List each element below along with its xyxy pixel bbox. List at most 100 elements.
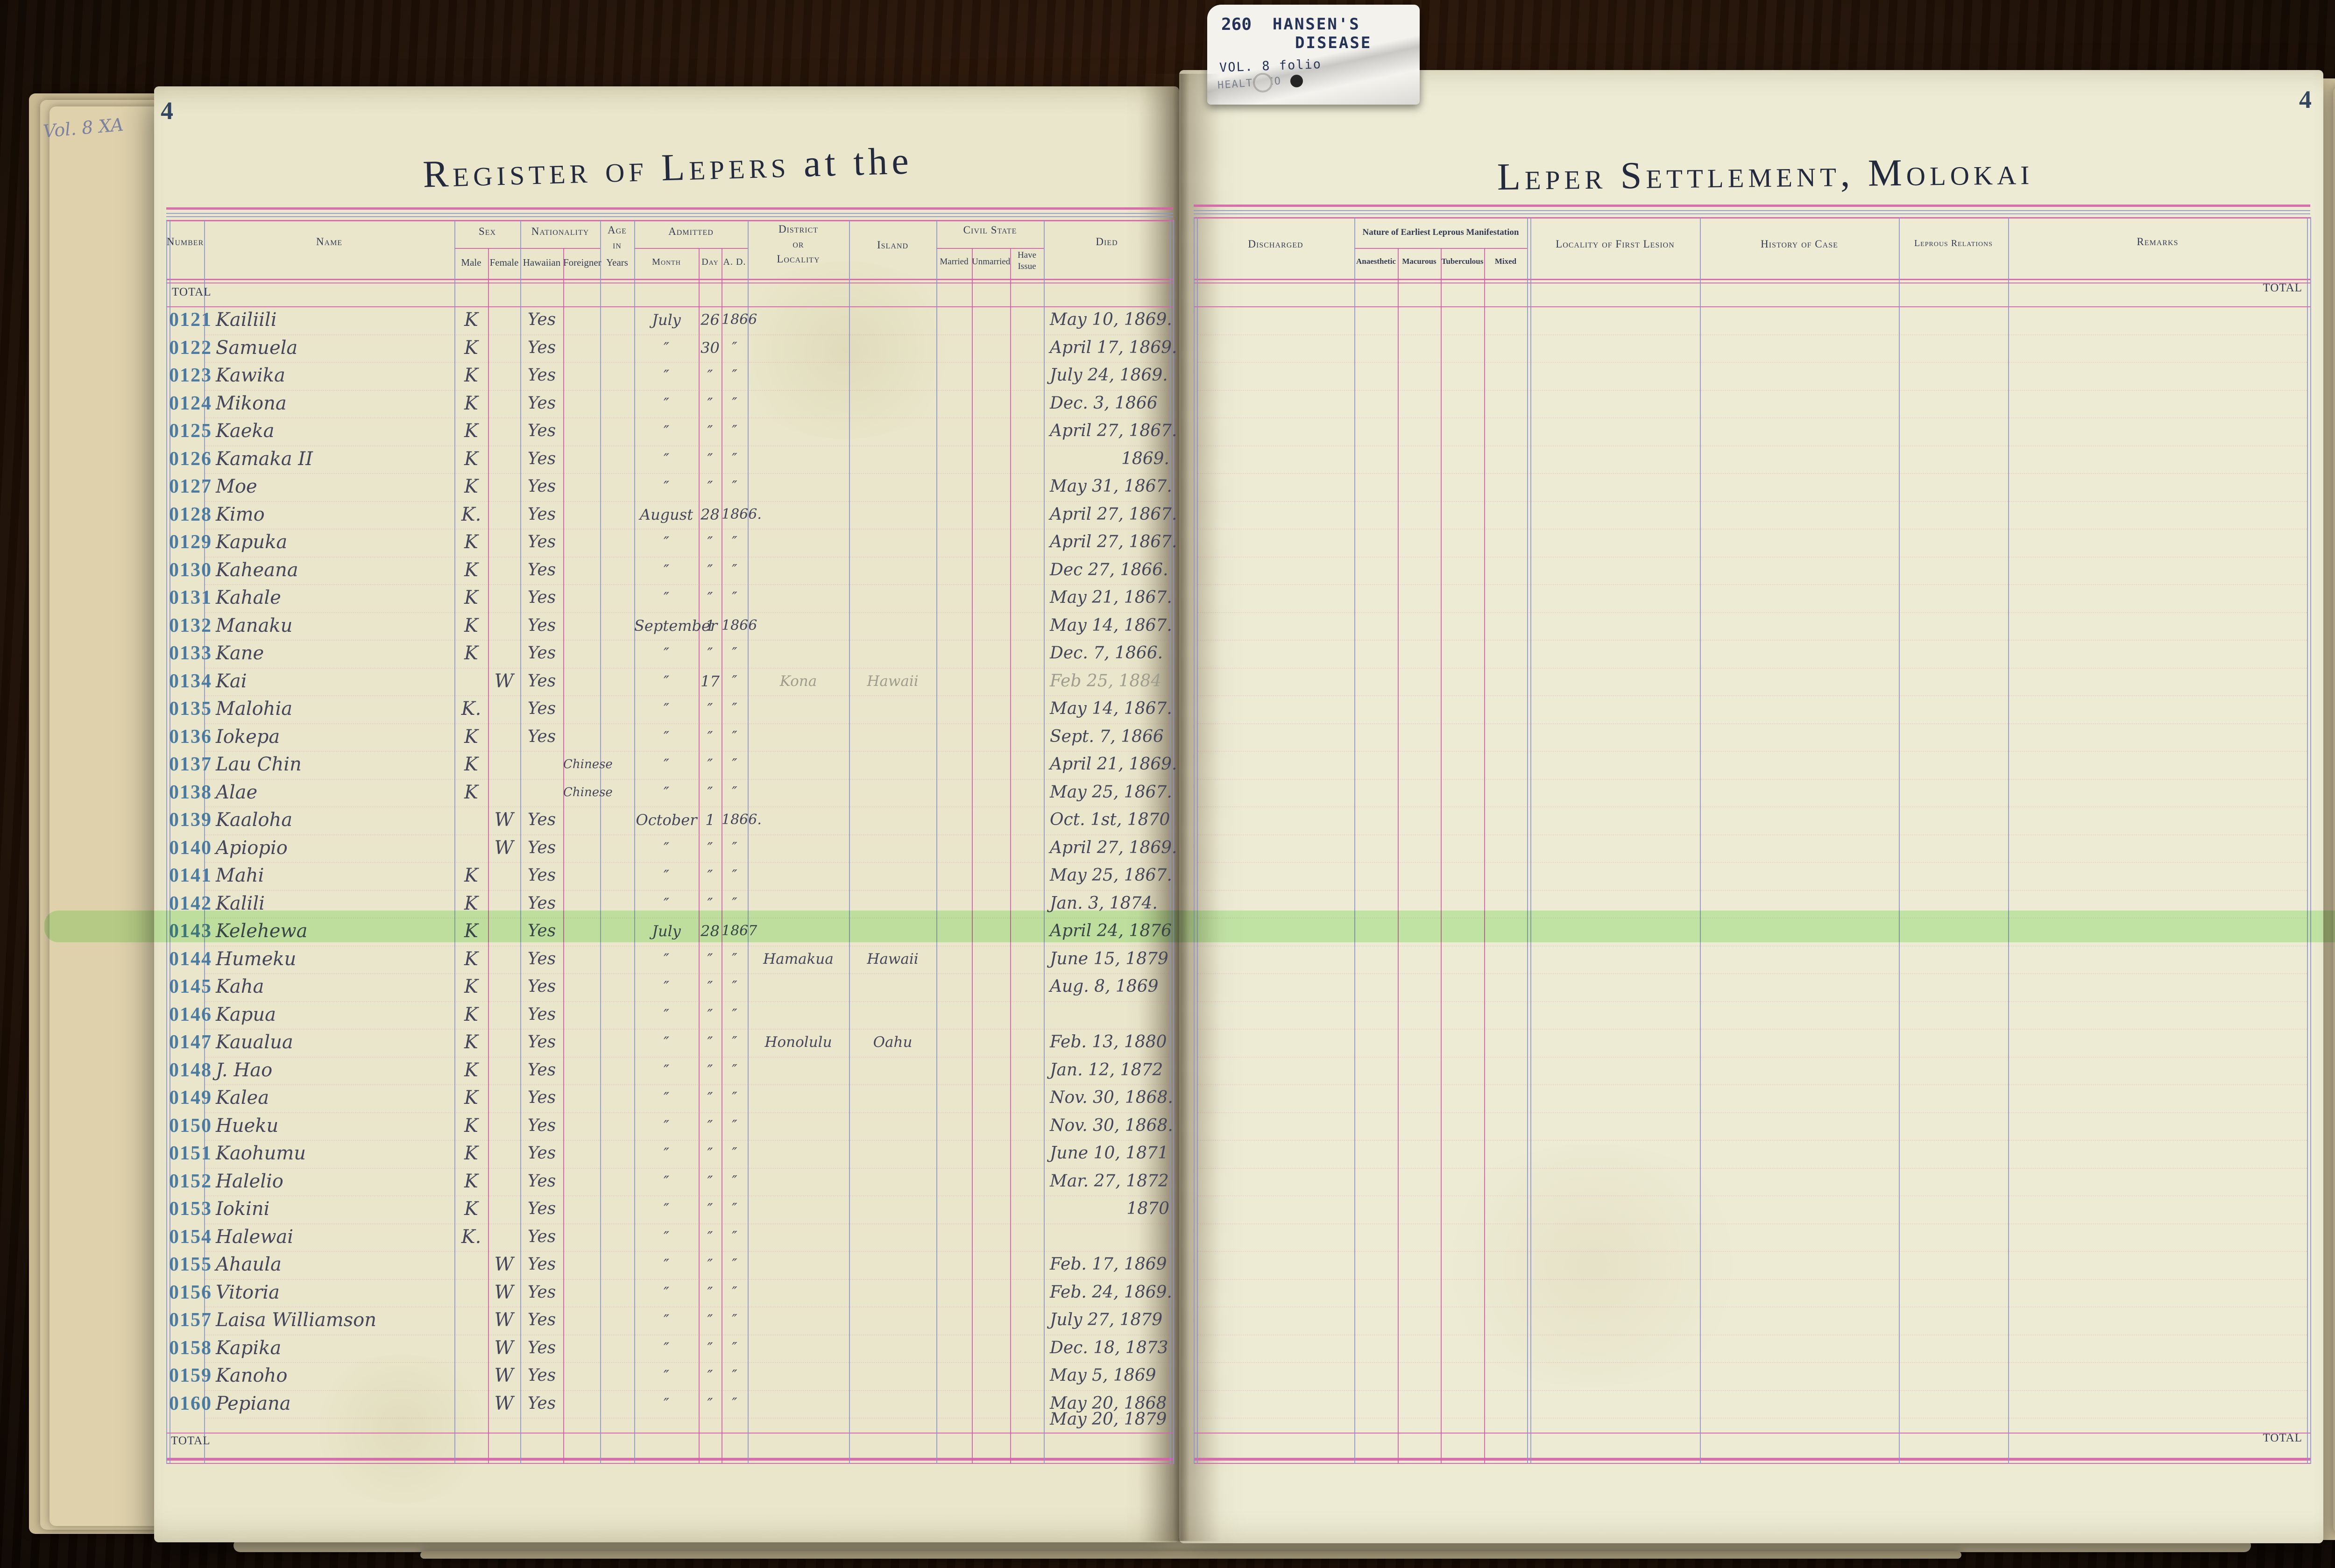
row-died-date: 1869.: [1121, 449, 1169, 468]
row-admitted-year: ″: [732, 1201, 737, 1217]
row-admitted-month: ″: [664, 533, 669, 551]
row-died-date: May 31, 1867.: [1050, 477, 1172, 496]
row-admitted-month: ″: [664, 1367, 669, 1384]
row-died-date: Jan. 3, 1874.: [1050, 893, 1158, 913]
row-nationality-hawaiian: Yes: [527, 1144, 556, 1163]
row-nationality-hawaiian: Yes: [527, 1255, 556, 1274]
row-nationality-foreigner: Chinese: [563, 785, 613, 799]
row-number: 0137: [169, 754, 212, 775]
row-guide-line: [204, 695, 1170, 696]
rule-line: [166, 216, 1173, 217]
row-died-date: April 27, 1869.: [1050, 838, 1177, 857]
col-cs-have: Have: [1017, 250, 1037, 260]
row-nationality-hawaiian: Yes: [527, 1282, 556, 1302]
tab-subject-line1: HANSEN'S: [1273, 15, 1360, 34]
rule-line: [454, 220, 455, 1464]
row-guide-line: [1197, 695, 2307, 696]
rule-line: [1010, 248, 1011, 1464]
row-nationality-hawaiian: Yes: [527, 1171, 556, 1191]
row-guide-line: [204, 501, 1170, 502]
row-guide-line: [204, 1223, 1170, 1224]
rule-line: [1194, 306, 2310, 307]
row-island: Hawaii: [867, 950, 919, 968]
row-number: 0129: [169, 531, 212, 553]
rule-line: [454, 248, 600, 249]
row-sex-male-mark: K: [464, 976, 478, 997]
row-island: Oahu: [873, 1034, 913, 1051]
row-admitted-year: 1866.: [722, 506, 762, 523]
col-cs-unmarried: Unmarried: [972, 257, 1011, 267]
row-name: Halelio: [216, 1170, 283, 1192]
right-total-top: TOTAL: [2263, 282, 2302, 294]
row-guide-line: [1197, 334, 2307, 335]
register-row-0160: 0160 Pepiana W Yes ″ ″ ″ May 20, 1868: [0, 1390, 2335, 1418]
row-sex-male-mark: K: [464, 559, 478, 581]
rule-line: [2008, 217, 2009, 1464]
row-sex-female-mark: W: [494, 1392, 514, 1414]
row-guide-line: [1197, 529, 2307, 530]
row-island: Hawaii: [867, 672, 919, 690]
rule-line: [2310, 217, 2311, 1464]
row-sex-female-mark: W: [494, 1254, 514, 1275]
row-admitted-month: ″: [664, 1005, 669, 1024]
register-row-0138: 0138 Alae K Chinese ″ ″ ″ May 25, 1867.: [0, 779, 2335, 807]
row-guide-line: [1197, 1001, 2307, 1002]
rule-line: [1170, 220, 1171, 1464]
row-name: Humeku: [216, 948, 297, 970]
col-history-of-case: History of Case: [1761, 238, 1838, 250]
row-number: 0125: [169, 420, 212, 442]
row-guide-line: [204, 1195, 1170, 1196]
register-row-0149: 0149 Kalea K Yes ″ ″ ″ Nov. 30, 1868.: [0, 1084, 2335, 1112]
row-admitted-year: ″: [732, 395, 737, 411]
row-name: Alae: [216, 781, 258, 803]
row-sex-male-mark: K: [464, 1087, 478, 1109]
row-sex-male-mark: K: [464, 531, 478, 553]
row-died-date: 1870: [1126, 1199, 1169, 1218]
row-admitted-day: ″: [707, 394, 713, 412]
row-name: Kai: [216, 670, 247, 692]
row-admitted-month: ″: [664, 394, 669, 412]
row-died-date: Feb. 17, 1869: [1050, 1255, 1167, 1274]
row-number: 0136: [169, 726, 212, 748]
row-guide-line: [1197, 501, 2307, 502]
row-guide-line: [204, 723, 1170, 724]
register-row-0152: 0152 Halelio K Yes ″ ″ ″ Mar. 27, 1872: [0, 1168, 2335, 1196]
register-row-0140: 0140 Apiopio W Yes ″ ″ ″ April 27, 1869.: [0, 834, 2335, 862]
row-sex-female-mark: W: [494, 1281, 514, 1303]
col-m-macurous: Macurous: [1402, 257, 1436, 266]
row-admitted-year: ″: [732, 1339, 737, 1356]
row-admitted-month: ″: [664, 950, 669, 968]
row-name: Lau Chin: [216, 754, 302, 775]
row-number: 0145: [169, 976, 212, 997]
tab-punched-hole: [1253, 73, 1273, 92]
row-guide-line: [1197, 778, 2307, 780]
row-name: Kaheana: [216, 559, 298, 581]
rule-line: [1527, 217, 1528, 1464]
row-admitted-day: 26: [700, 311, 720, 329]
rule-line: [936, 248, 1044, 249]
row-guide-line: [1197, 890, 2307, 891]
row-guide-line: [204, 389, 1170, 391]
row-name: Kelehewa: [216, 920, 308, 942]
row-sex-male-mark: K: [464, 1031, 478, 1053]
row-died-date: June 10, 1871: [1050, 1144, 1168, 1163]
row-sex-male-mark: K: [464, 476, 478, 497]
row-admitted-year: ″: [732, 1228, 737, 1245]
register-row-0144: 0144 Humeku K Yes ″ ″ ″ Hamakua Hawaii June 15, 1…: [0, 946, 2335, 974]
col-age-2: in: [613, 239, 622, 251]
row-sex-female-mark: W: [494, 1309, 514, 1331]
row-number: 0142: [169, 892, 212, 914]
col-district-3: Locality: [777, 253, 820, 265]
row-admitted-day: 17: [700, 672, 720, 690]
col-civil-state: Civil State: [963, 224, 1017, 236]
row-died-date: May 5, 1869: [1050, 1366, 1156, 1385]
row-admitted-year: ″: [732, 700, 737, 717]
tab-fold-shading: [1207, 5, 1420, 105]
rule-line: [2307, 217, 2308, 1464]
rule-line: [166, 213, 1173, 214]
row-guide-line: [204, 1056, 1170, 1058]
row-sex-male-mark: K: [464, 1059, 478, 1081]
row-admitted-month: ″: [664, 1228, 669, 1246]
col-discharged: Discharged: [1248, 238, 1303, 250]
register-row-0123: 0123 Kawika K Yes ″ ″ ″ July 24, 1869.: [0, 362, 2335, 390]
